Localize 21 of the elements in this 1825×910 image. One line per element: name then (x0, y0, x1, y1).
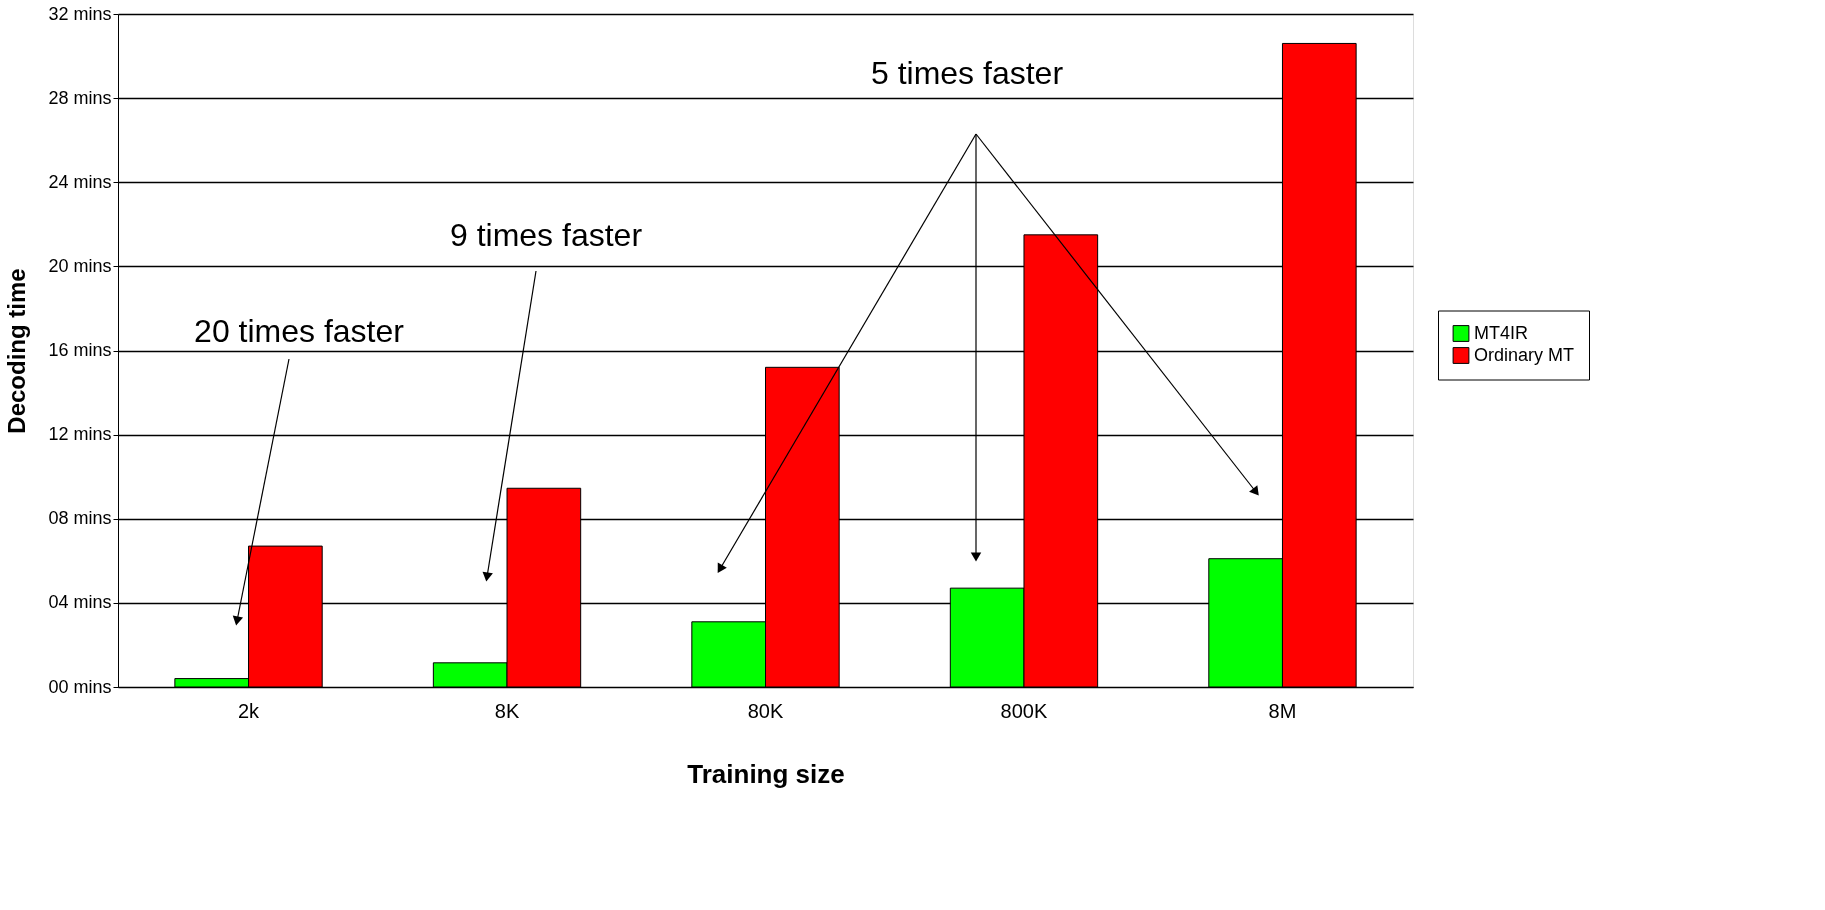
y-tick-label: 24 mins (48, 171, 112, 192)
annotation: 5 times faster (870, 55, 1064, 91)
annotation: 9 times faster (449, 217, 643, 253)
annotation: 20 times faster (194, 313, 405, 349)
x-axis-title: Training size (687, 758, 845, 789)
y-tick-label: 12 mins (48, 424, 112, 445)
x-tick-label: 8K (494, 699, 520, 722)
x-tick-label: 2k (237, 699, 261, 722)
legend-label: MT4IR (1474, 322, 1528, 343)
y-tick-label: 00 mins (48, 676, 112, 697)
y-tick-label: 08 mins (48, 508, 112, 529)
x-tick-label: 8M (1268, 699, 1297, 722)
y-tick-label: 28 mins (48, 87, 112, 108)
y-tick-label: 32 mins (48, 3, 112, 24)
y-tick-label: 04 mins (48, 592, 112, 613)
y-tick-label: 16 mins (48, 340, 112, 360)
y-tick-label: 20 mins (48, 255, 112, 276)
y-axis-title: Decoding time (3, 268, 31, 434)
legend-label: Ordinary MT (1474, 344, 1575, 365)
x-tick-label: 800K (1000, 699, 1048, 722)
x-tick-label: 80K (747, 699, 784, 722)
